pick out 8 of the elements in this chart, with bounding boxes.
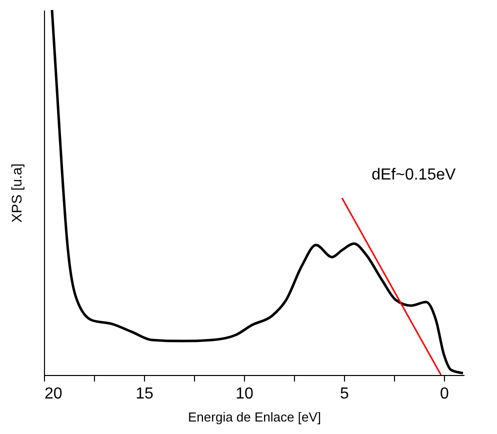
- x-tick-label: 15: [136, 386, 154, 402]
- x-tick-label: 20: [44, 386, 62, 402]
- x-axis-title: Energia de Enlace [eV]: [188, 410, 321, 424]
- x-tick-label: 0: [440, 386, 450, 402]
- x-tick-label: 10: [236, 386, 254, 402]
- x-tick-label: 5: [340, 386, 350, 402]
- annotation: dEf~0.15eV: [372, 166, 456, 184]
- y-axis-title: XPS [u.a]: [8, 163, 24, 223]
